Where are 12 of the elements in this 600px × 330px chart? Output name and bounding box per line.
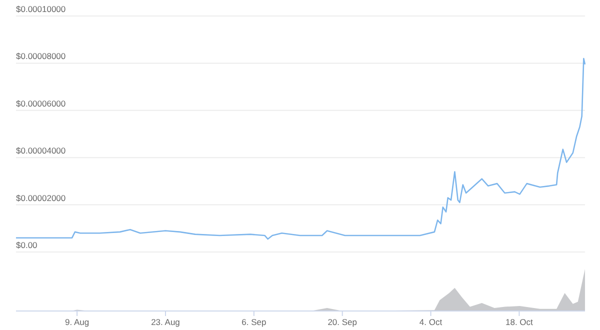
x-tick-label: 9. Aug	[65, 317, 90, 327]
x-tick-label: 6. Sep	[242, 317, 266, 327]
y-tick-label: $0.00	[16, 240, 38, 250]
x-tick-label: 20. Sep	[328, 317, 358, 327]
y-tick-label: $0.00002000	[16, 192, 66, 203]
x-tick-label: 4. Oct	[419, 317, 443, 327]
x-tick-label: 23. Aug	[151, 317, 180, 327]
x-tick-label: 18. Oct	[506, 317, 534, 327]
y-tick-label: $0.00008000	[16, 51, 66, 62]
y-tick-label: $0.00006000	[16, 98, 66, 108]
y-tick-label: $0.00010000	[16, 4, 66, 14]
y-tick-label: $0.00004000	[16, 146, 66, 156]
